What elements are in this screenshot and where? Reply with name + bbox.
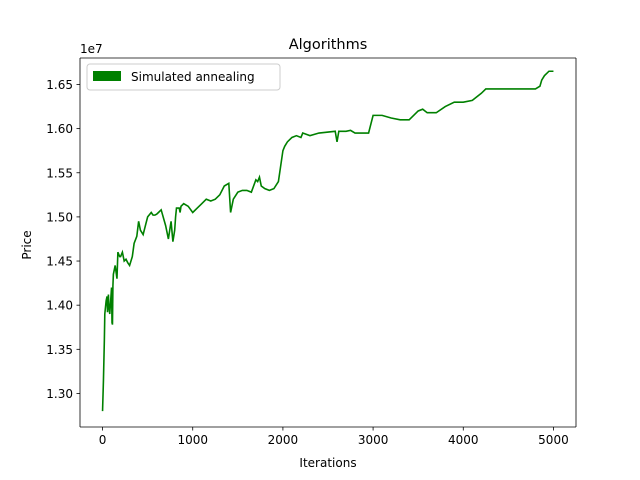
x-tick-label: 5000 xyxy=(538,433,569,447)
chart-title: Algorithms xyxy=(289,37,368,53)
x-tick-label: 0 xyxy=(99,433,107,447)
y-tick-label: 1.45 xyxy=(46,255,73,269)
y-tick-label: 1.50 xyxy=(46,210,73,224)
y-tick-label: 1.55 xyxy=(46,166,73,180)
series-layer xyxy=(101,70,554,412)
x-axis: 0 1000 2000 3000 4000 5000 xyxy=(99,427,569,447)
x-tick-label: 2000 xyxy=(268,433,299,447)
y-tick-label: 1.30 xyxy=(46,387,73,401)
legend-box xyxy=(86,63,281,91)
series-line-0 xyxy=(101,70,554,412)
legend: Simulated annealing xyxy=(86,63,281,91)
legend-swatch xyxy=(93,71,121,81)
y-axis: 1.30 1.35 1.40 1.45 1.50 1.55 1.60 1.65 xyxy=(46,78,80,401)
x-axis-label: Iterations xyxy=(299,456,356,470)
y-axis-label: Price xyxy=(20,230,34,259)
y-tick-label: 1.40 xyxy=(46,299,73,313)
legend-label: Simulated annealing xyxy=(131,70,255,84)
x-tick-label: 4000 xyxy=(448,433,479,447)
y-offset-text: 1e7 xyxy=(80,42,103,56)
x-tick-label: 1000 xyxy=(177,433,208,447)
y-tick-label: 1.65 xyxy=(46,78,73,92)
axes-frame xyxy=(79,57,577,428)
x-tick-label: 3000 xyxy=(358,433,389,447)
y-tick-label: 1.35 xyxy=(46,343,73,357)
y-tick-label: 1.60 xyxy=(46,122,73,136)
